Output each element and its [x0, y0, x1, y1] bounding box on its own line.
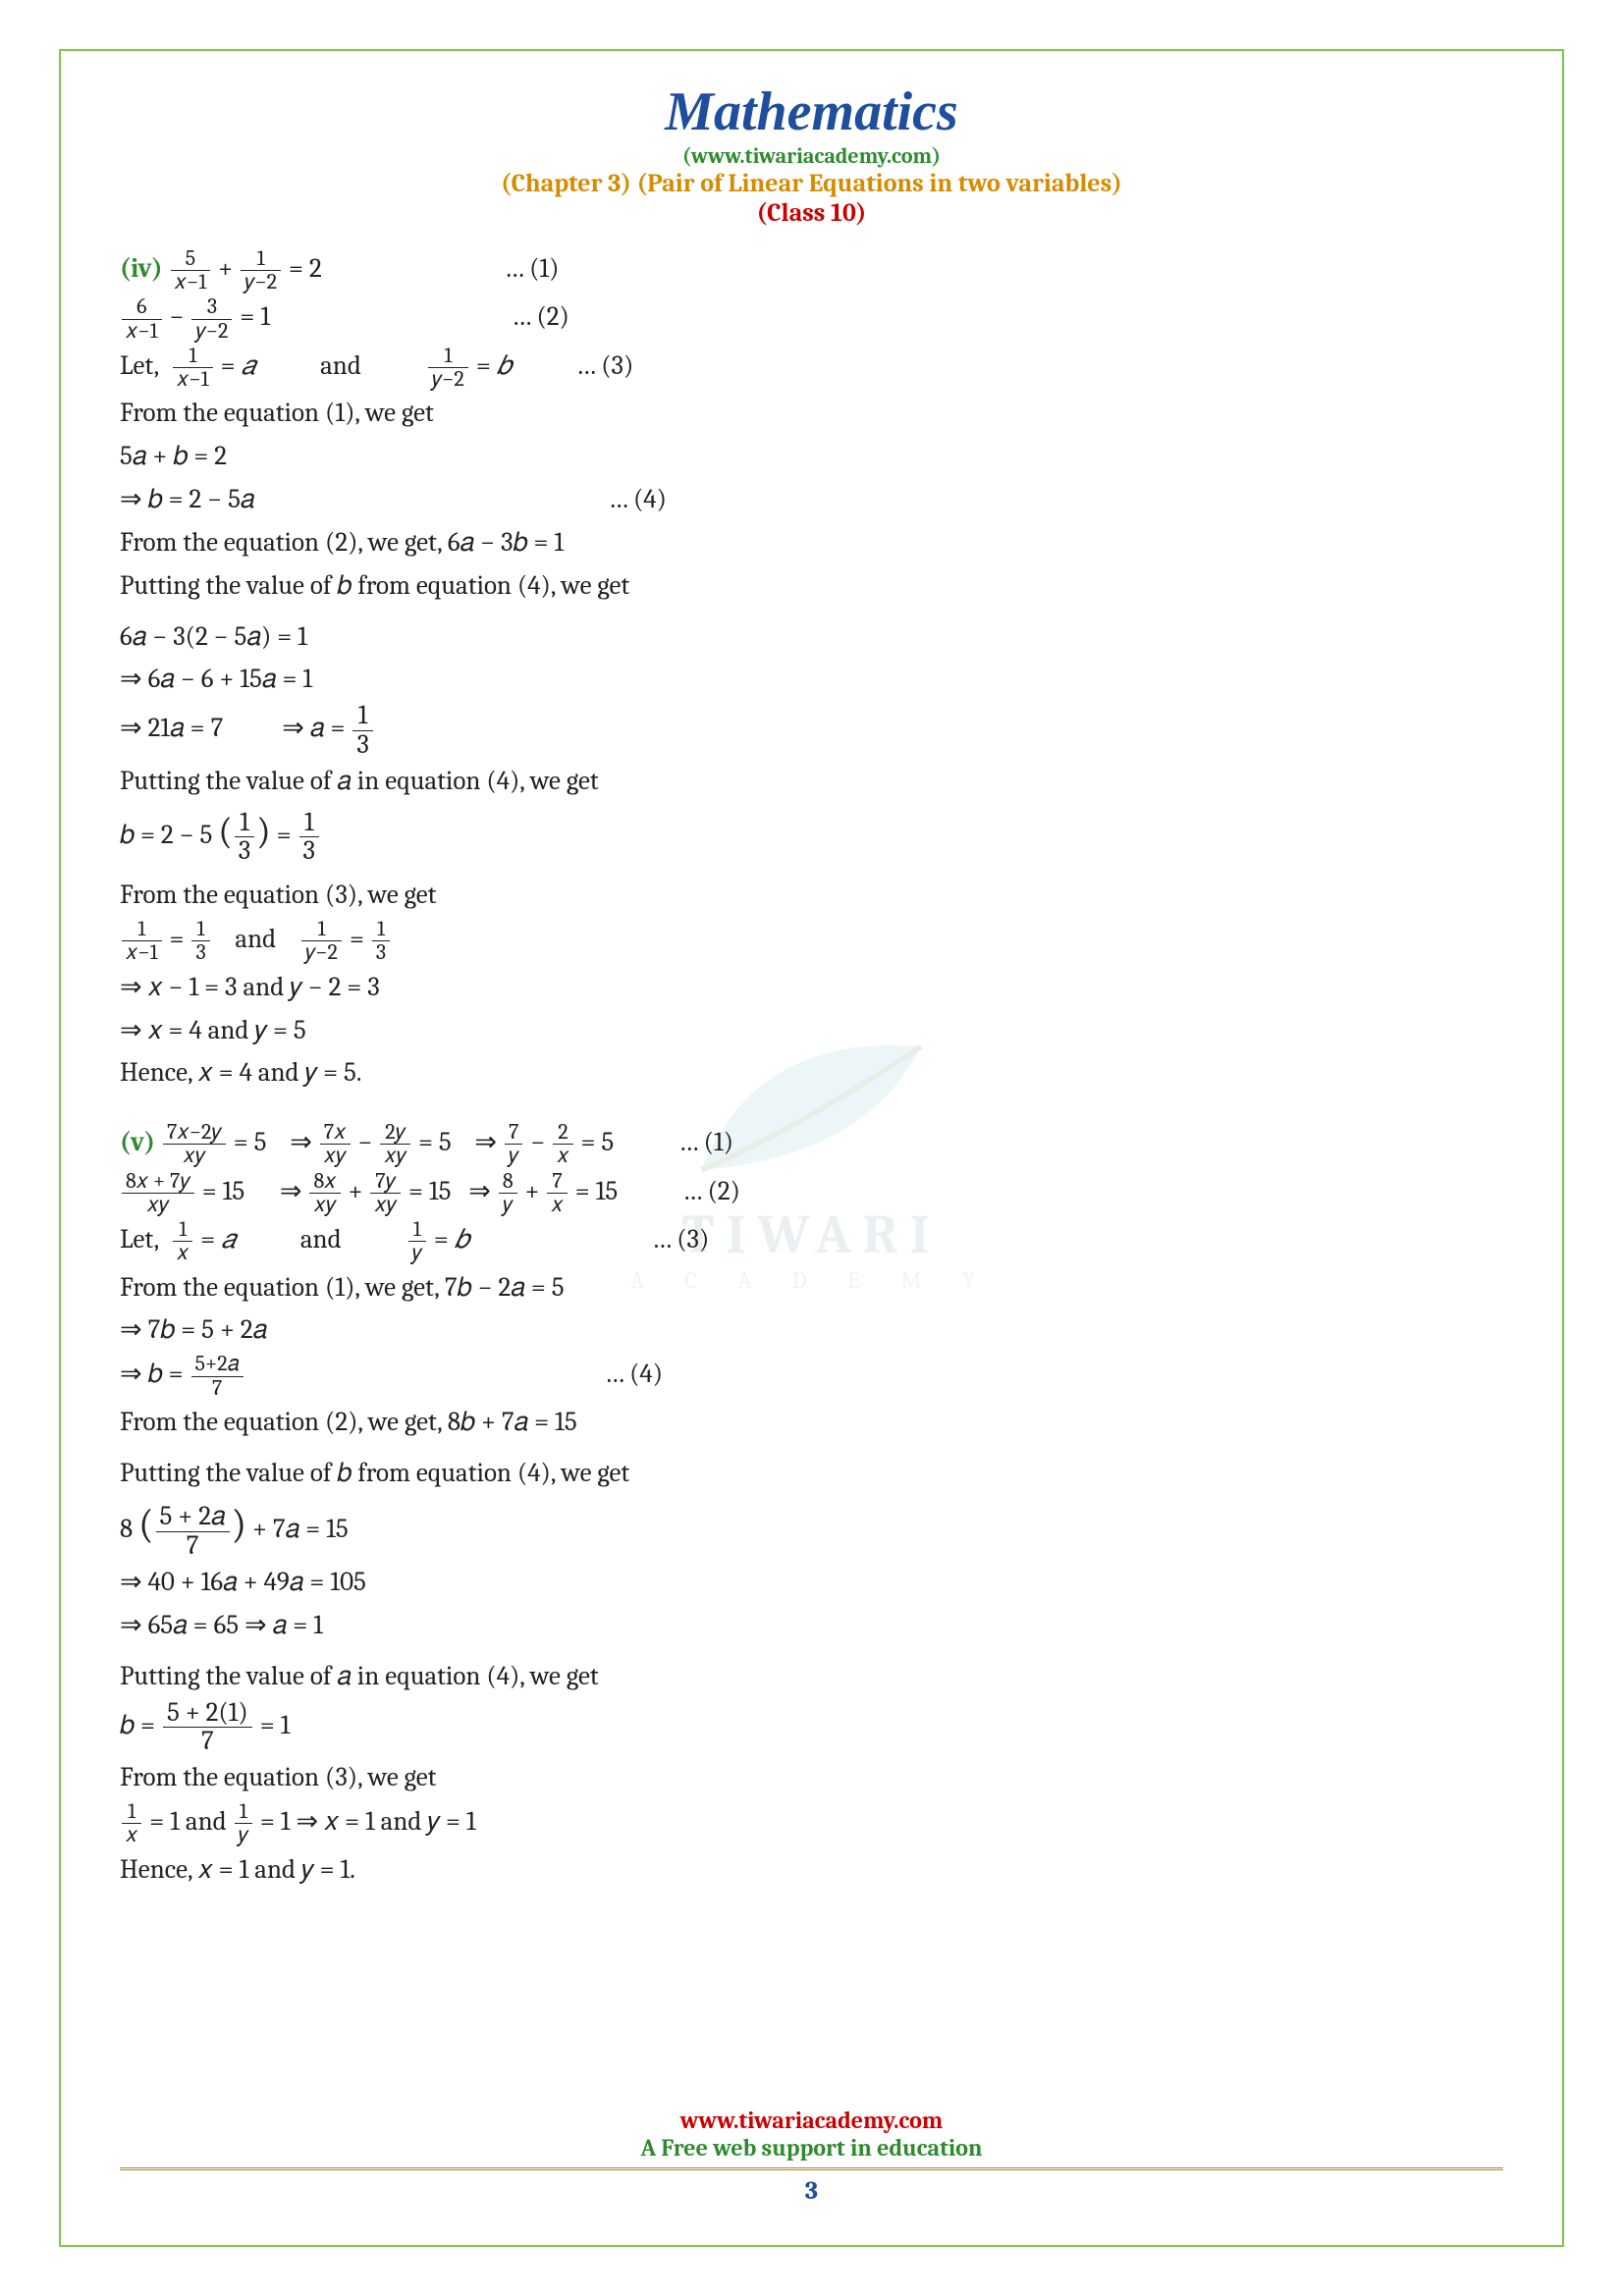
footer-rule	[120, 2167, 1503, 2170]
page-number: 3	[61, 2176, 1562, 2206]
problem-label-iv: (iv)	[120, 253, 163, 284]
class-label: (Class 10)	[120, 198, 1503, 228]
footer-url: www.tiwariacademy.com	[61, 2107, 1562, 2134]
problem-label-v: (v)	[120, 1127, 155, 1157]
chapter-title: (Chapter 3) (Pair of Linear Equations in…	[120, 169, 1503, 198]
footer: www.tiwariacademy.com A Free web support…	[61, 2107, 1562, 2206]
header: Mathematics (www.tiwariacademy.com) (Cha…	[120, 80, 1503, 228]
page-title: Mathematics	[120, 80, 1503, 143]
footer-tagline: A Free web support in education	[61, 2134, 1562, 2162]
header-url: (www.tiwariacademy.com)	[120, 143, 1503, 169]
solution-body: (iv) 5𝑥−1 + 1𝑦−2 = 2 … (1) 6𝑥−1 − 3𝑦−2 =…	[120, 247, 1503, 1890]
